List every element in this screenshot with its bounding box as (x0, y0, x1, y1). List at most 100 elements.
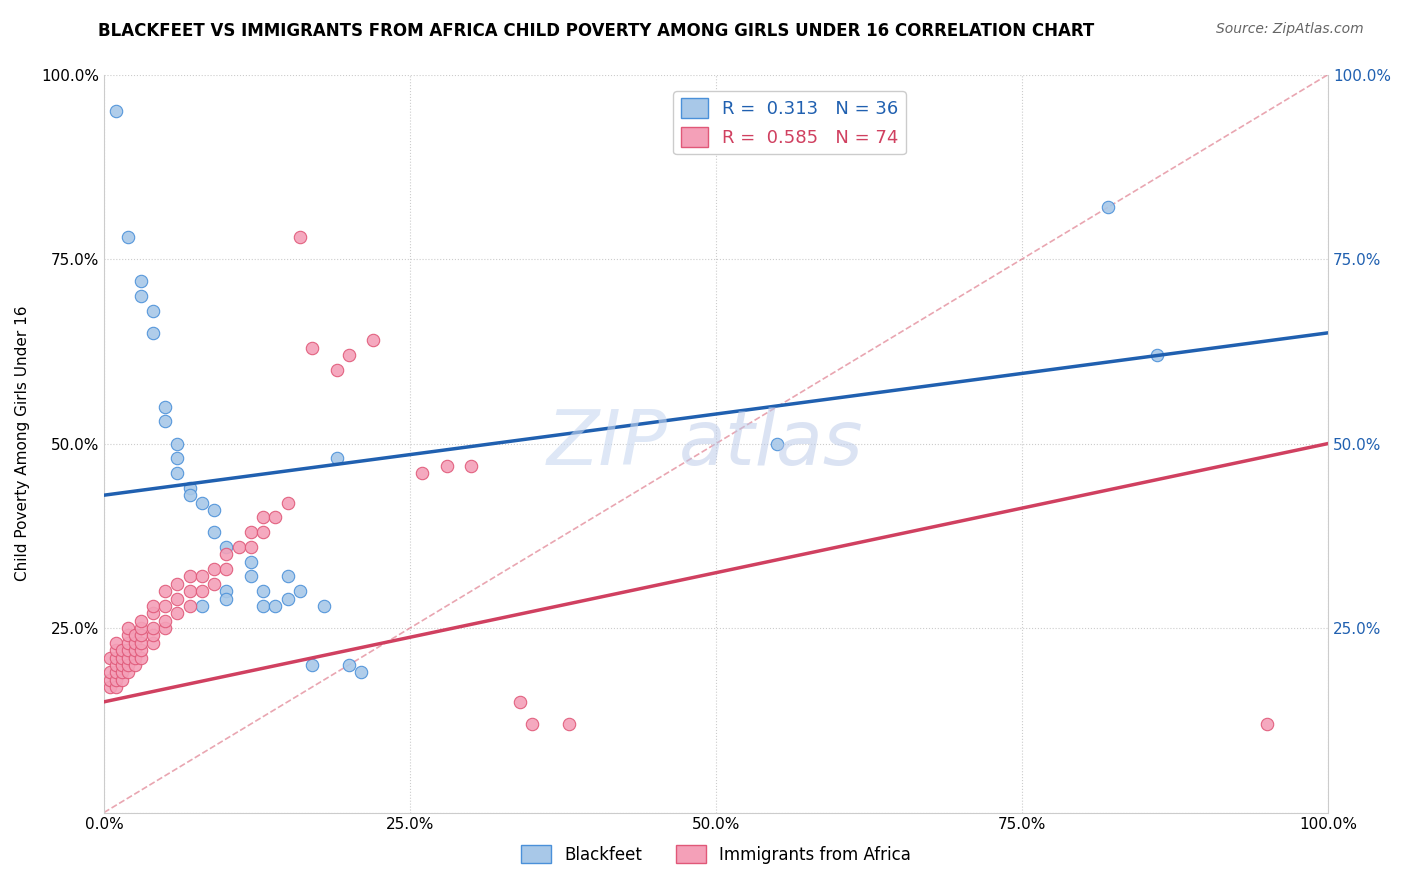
Point (105, 665, 128, 680)
Point (215, 562, 238, 576)
Point (179, 569, 201, 583)
Point (142, 628, 165, 642)
Point (1097, 200, 1119, 214)
Point (288, 584, 311, 599)
Point (179, 488, 201, 502)
Point (522, 717, 544, 731)
Point (411, 466, 433, 480)
Point (166, 436, 188, 450)
Point (117, 628, 139, 642)
Point (215, 540, 238, 554)
Point (111, 643, 134, 657)
Point (277, 569, 299, 583)
Point (129, 614, 152, 628)
Point (111, 650, 134, 665)
Point (252, 510, 274, 524)
Point (252, 584, 274, 599)
Text: BLACKFEET VS IMMIGRANTS FROM AFRICA CHILD POVERTY AMONG GIRLS UNDER 16 CORRELATI: BLACKFEET VS IMMIGRANTS FROM AFRICA CHIL… (98, 22, 1095, 40)
Point (350, 665, 373, 680)
Point (129, 628, 152, 642)
Point (129, 643, 152, 657)
Point (153, 414, 176, 428)
Point (179, 599, 201, 613)
Point (124, 643, 146, 657)
Point (105, 643, 128, 657)
Point (558, 717, 581, 731)
Point (239, 540, 262, 554)
Legend: R =  0.313   N = 36, R =  0.585   N = 74: R = 0.313 N = 36, R = 0.585 N = 74 (673, 91, 905, 154)
Point (105, 650, 128, 665)
Point (142, 607, 165, 621)
Point (98, 680, 121, 694)
Point (239, 555, 262, 569)
Point (142, 636, 165, 650)
Point (202, 503, 225, 517)
Point (117, 643, 139, 657)
Text: ZIP: ZIP (546, 407, 666, 481)
Point (252, 525, 274, 540)
Point (129, 650, 152, 665)
Point (215, 547, 238, 561)
Point (460, 458, 482, 473)
Point (98, 673, 121, 687)
Point (239, 525, 262, 540)
Point (215, 591, 238, 606)
Point (314, 599, 336, 613)
Point (301, 657, 323, 672)
Point (111, 673, 134, 687)
Point (166, 591, 188, 606)
Point (111, 657, 134, 672)
Point (105, 104, 128, 119)
Point (301, 341, 323, 355)
Text: atlas: atlas (679, 407, 863, 481)
Point (117, 621, 139, 635)
Point (228, 540, 250, 554)
Point (153, 584, 176, 599)
Point (337, 348, 360, 362)
Point (153, 400, 176, 414)
Point (766, 436, 789, 450)
Point (153, 621, 176, 635)
Point (129, 636, 152, 650)
Point (105, 680, 128, 694)
Point (124, 650, 146, 665)
Point (202, 525, 225, 540)
Point (179, 481, 201, 495)
Point (179, 584, 201, 599)
Point (124, 657, 146, 672)
Point (142, 326, 165, 340)
Point (142, 621, 165, 635)
Point (98, 665, 121, 680)
Point (166, 451, 188, 466)
Point (191, 584, 214, 599)
Point (202, 576, 225, 591)
Point (142, 303, 165, 318)
Point (166, 466, 188, 480)
Point (111, 665, 134, 680)
Point (1146, 348, 1168, 362)
Point (277, 591, 299, 606)
Point (202, 562, 225, 576)
Point (117, 650, 139, 665)
Point (509, 695, 531, 709)
Point (117, 636, 139, 650)
Point (191, 599, 214, 613)
Point (239, 569, 262, 583)
Point (264, 510, 287, 524)
Point (277, 495, 299, 509)
Point (337, 657, 360, 672)
Point (215, 584, 238, 599)
Point (288, 230, 311, 244)
Point (129, 274, 152, 288)
Point (124, 636, 146, 650)
Point (191, 569, 214, 583)
Point (142, 599, 165, 613)
Point (436, 458, 458, 473)
Point (166, 576, 188, 591)
Point (105, 673, 128, 687)
Point (129, 621, 152, 635)
Y-axis label: Child Poverty Among Girls Under 16: Child Poverty Among Girls Under 16 (15, 306, 30, 582)
Point (129, 289, 152, 303)
Point (325, 362, 347, 376)
Point (361, 333, 384, 347)
